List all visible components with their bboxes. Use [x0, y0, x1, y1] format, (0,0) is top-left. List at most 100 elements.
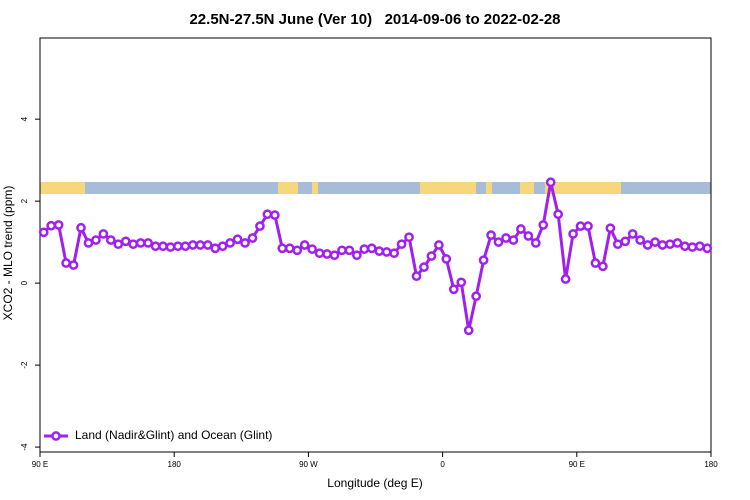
data-point: [91, 235, 101, 245]
data-point: [486, 230, 496, 241]
data-point: [173, 241, 183, 252]
data-point: [120, 236, 131, 247]
land: [40, 182, 85, 194]
data-point: [53, 220, 64, 230]
data-point: [478, 255, 489, 266]
data-point: [441, 254, 452, 264]
data-point: [493, 237, 504, 247]
data-point: [665, 239, 675, 250]
data-point: [620, 236, 631, 247]
land-ocean-strip: [40, 182, 711, 194]
y-tick-label: 4: [20, 116, 29, 121]
data-point: [411, 271, 422, 282]
data-point: [374, 246, 385, 256]
x-tick-label: 180: [704, 460, 718, 469]
data-point: [545, 177, 556, 188]
x-axis-label: Longitude (deg E): [327, 476, 422, 490]
data-point: [262, 209, 273, 220]
data-point: [590, 258, 601, 268]
data-point: [105, 235, 116, 245]
legend-marker: [51, 431, 61, 441]
data-point: [501, 233, 511, 243]
data-point: [396, 239, 407, 250]
land: [520, 182, 534, 194]
data-point: [292, 245, 303, 256]
data-point: [694, 241, 705, 252]
data-point: [180, 241, 191, 252]
y-tick-label: -2: [20, 361, 29, 369]
data-point: [516, 224, 526, 234]
data-point: [135, 238, 146, 248]
land: [278, 182, 298, 194]
data-point: [687, 242, 698, 252]
data-point: [419, 262, 429, 272]
data-point: [575, 221, 586, 231]
data-point: [158, 241, 168, 252]
data-point: [329, 250, 340, 261]
data-point: [225, 238, 235, 248]
data-point: [568, 229, 578, 239]
data-point: [389, 248, 399, 259]
land: [312, 182, 318, 194]
data-point: [612, 239, 623, 250]
land: [420, 182, 476, 194]
data-point: [426, 251, 437, 261]
data-point: [113, 239, 124, 250]
data-point: [284, 243, 295, 254]
data-point: [463, 325, 474, 336]
data-point: [240, 238, 250, 248]
data-point: [195, 240, 206, 250]
y-tick-label: -4: [20, 443, 29, 451]
legend-item: Land (Nadir&Glint) and Ocean (Glint): [44, 428, 272, 442]
data-point: [128, 239, 139, 250]
data-point: [202, 240, 213, 250]
x-tick-label: 90 W: [299, 460, 318, 469]
data-point: [680, 241, 690, 252]
data-point: [404, 232, 414, 243]
data-point: [635, 235, 646, 245]
plot-frame: [39, 37, 712, 453]
data-point: [530, 238, 541, 248]
data-point: [642, 240, 653, 250]
data-point: [255, 221, 265, 231]
y-axis-label: XCO2 - MLO trend (ppm): [1, 186, 15, 321]
data-point: [210, 243, 221, 254]
chart-title: 22.5N-27.5N June (Ver 10) 2014-09-06 to …: [189, 11, 560, 28]
data-point: [46, 220, 57, 231]
data-point: [150, 241, 161, 252]
data-point: [322, 249, 332, 259]
data-point: [366, 243, 377, 254]
data-point: [672, 238, 683, 248]
x-tick-label: 90 E: [32, 460, 48, 469]
data-point: [650, 237, 660, 247]
x-tick-label: 180: [168, 460, 182, 469]
data-point: [83, 238, 94, 248]
data-point: [165, 242, 176, 252]
land: [545, 182, 621, 194]
data-point: [456, 277, 467, 288]
x-tick-label: 90 E: [569, 460, 585, 469]
data-point: [76, 222, 86, 233]
data-point: [381, 247, 392, 257]
land: [486, 182, 492, 194]
data-point: [538, 220, 549, 230]
data-point: [359, 244, 370, 254]
data-point: [68, 260, 79, 270]
data-point: [270, 210, 280, 220]
data-point: [627, 229, 638, 239]
data-point: [337, 245, 347, 256]
data-point: [471, 291, 481, 302]
data-point: [352, 250, 362, 261]
y-tick-label: 0: [20, 280, 29, 285]
data-point: [583, 221, 593, 231]
y-tick-label: 2: [20, 198, 29, 203]
data-point: [702, 243, 713, 254]
data-point: [523, 231, 534, 241]
data-point: [448, 284, 459, 295]
data-point: [314, 248, 325, 259]
data-point: [434, 240, 444, 250]
data-point: [299, 240, 310, 250]
data-point: [98, 229, 109, 239]
data-point: [61, 258, 71, 268]
legend-label: Land (Nadir&Glint) and Ocean (Glint): [75, 428, 272, 442]
